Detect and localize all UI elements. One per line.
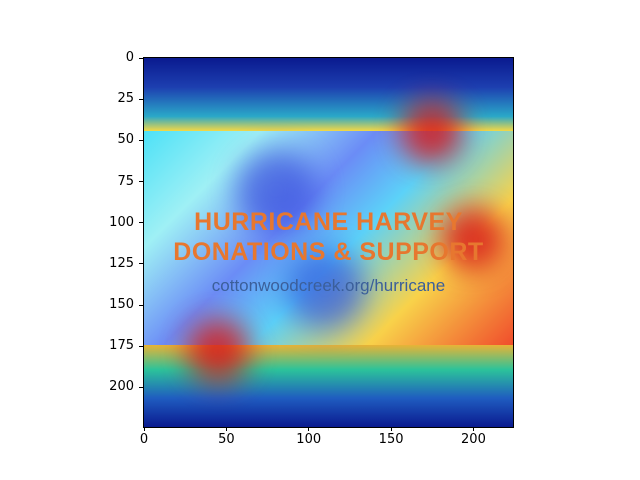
x-tick-label-4: 200 [461,432,486,447]
y-tick-mark-0 [139,57,143,59]
y-tick-label-5: 125 [109,255,134,271]
y-tick-label-0: 0 [125,50,134,65]
x-tick-mark-2 [308,427,310,431]
x-tick-label-3: 150 [378,432,404,447]
heatmap-hotspot-0 [400,100,465,165]
x-tick-label-1: 50 [218,432,235,447]
y-tick-mark-5 [139,263,143,265]
x-tick-label-2: 100 [296,432,322,447]
x-tick-mark-3 [390,427,392,431]
axes-frame [143,57,514,428]
overlay-text-line-2: DONATIONS & SUPPORT [173,238,484,266]
y-tick-mark-6 [139,304,143,306]
y-tick-label-8: 200 [109,379,134,395]
y-tick-label-4: 100 [109,214,134,230]
x-tick-mark-0 [143,427,145,431]
heatmap-hotspot-1 [441,207,506,272]
y-tick-mark-2 [139,139,143,141]
y-tick-mark-1 [139,98,143,100]
y-tick-mark-3 [139,181,143,183]
heatmap-hotspot-3 [235,149,316,230]
heatmap-plot-area: HURRICANE HARVEY DONATIONS & SUPPORT cot… [144,58,513,427]
y-tick-mark-4 [139,222,143,224]
x-tick-mark-4 [472,427,474,431]
x-tick-mark-1 [225,427,227,431]
y-tick-mark-8 [139,386,143,388]
y-tick-mark-7 [139,345,143,347]
heatmap-hotspot-2 [186,319,251,384]
y-tick-label-7: 175 [109,338,134,354]
y-tick-label-6: 150 [109,297,134,313]
x-tick-label-0: 0 [139,432,149,447]
y-tick-label-2: 50 [117,132,134,148]
heatmap-hotspot-4 [285,248,366,329]
y-tick-label-3: 75 [117,173,134,189]
y-tick-label-1: 25 [117,91,134,107]
overlay-text-line-1: HURRICANE HARVEY [194,208,463,236]
overlay-text-line-3: cottonwoodcreek.org/hurricane [211,276,446,295]
